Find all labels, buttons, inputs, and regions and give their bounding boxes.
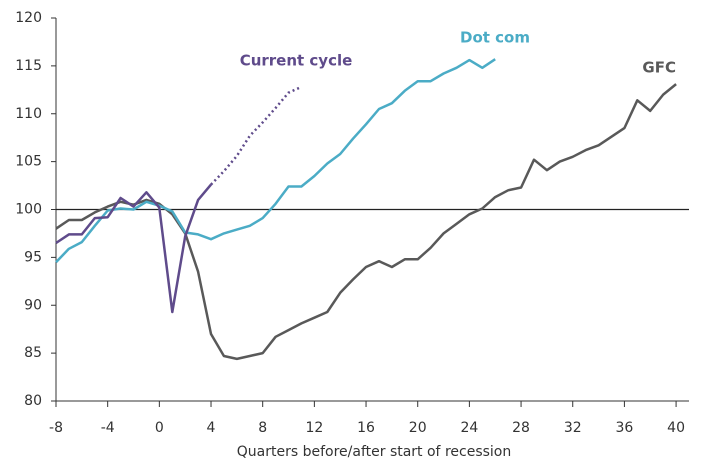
y-tick-label: 85 (24, 345, 42, 361)
x-tick-label: 12 (305, 420, 323, 436)
x-tick-label: 20 (409, 420, 427, 436)
x-tick-label: 28 (512, 420, 530, 436)
series-label: Dot com (460, 29, 530, 47)
series-line-dotted (210, 85, 302, 186)
x-tick-label: -4 (101, 420, 115, 436)
x-tick-label: 0 (155, 420, 164, 436)
x-tick-label: 40 (667, 420, 685, 436)
x-tick-label: 4 (207, 420, 216, 436)
x-tick-label: 24 (460, 420, 478, 436)
y-tick-label: 115 (15, 58, 42, 74)
series-label: Current cycle (240, 52, 353, 70)
x-tick-label: -8 (49, 420, 63, 436)
y-tick-label: 80 (24, 393, 42, 409)
series-line (55, 83, 677, 361)
series-label: GFC (642, 59, 676, 77)
y-tick-label: 95 (24, 249, 42, 265)
y-tick-label: 110 (15, 106, 42, 122)
x-tick-label: 32 (564, 420, 582, 436)
series-line (55, 58, 496, 264)
y-tick-label: 105 (15, 154, 42, 170)
x-tick-label: 8 (258, 420, 267, 436)
y-tick-label: 90 (24, 297, 42, 313)
x-tick-label: 16 (357, 420, 375, 436)
y-tick-label: 100 (15, 202, 42, 218)
x-axis-title: Quarters before/after start of recession (237, 444, 511, 460)
y-tick-label: 120 (15, 10, 42, 26)
x-tick-label: 36 (615, 420, 633, 436)
series-line (55, 183, 212, 314)
